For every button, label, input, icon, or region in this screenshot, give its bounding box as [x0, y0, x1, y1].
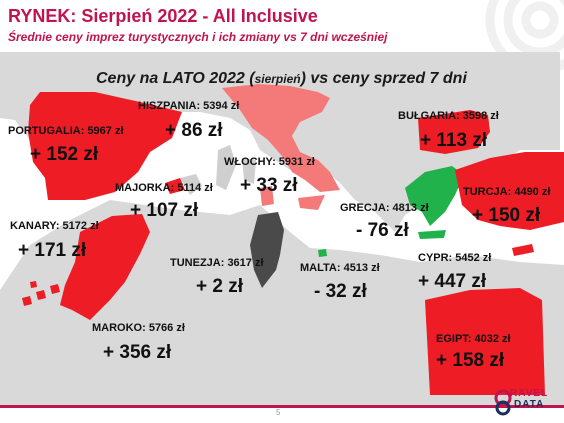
label-grecja: GRECJA: 4813 zł [340, 202, 429, 214]
change-portugalia: + 152 zł [30, 144, 99, 165]
label-wlochy: WŁOCHY: 5931 zł [224, 156, 315, 168]
region-bulgaria [418, 110, 490, 154]
region-malta [318, 249, 327, 257]
change-grecja: - 76 zł [356, 220, 409, 241]
land-islands [180, 145, 256, 195]
change-kanary: + 171 zł [18, 240, 87, 261]
change-wlochy: + 33 zł [240, 175, 298, 196]
region-tunisia [250, 212, 284, 288]
change-cypr: + 447 zł [418, 271, 487, 292]
region-sicily [298, 195, 325, 210]
headline-end: ) vs ceny sprzed 7 dni [300, 70, 467, 87]
change-turcja: + 150 zł [472, 205, 541, 226]
headline-paren: sierpień [254, 72, 301, 86]
change-tunezja: + 2 zł [196, 276, 243, 297]
change-bulgaria: + 113 zł [420, 130, 488, 151]
label-tunezja: TUNEZJA: 3617 zł [170, 257, 264, 269]
label-turcja: TURCJA: 4490 zł [463, 186, 551, 198]
change-majorka: + 107 zł [130, 200, 199, 221]
label-cypr: CYPR: 5452 zł [418, 252, 492, 264]
label-portugalia: PORTUGALIA: 5967 zł [8, 125, 124, 137]
logo-bottom-text: DATA [514, 399, 545, 410]
region-italy [222, 84, 340, 192]
change-egipt: + 158 zł [436, 350, 505, 371]
region-mallorca [165, 178, 185, 194]
region-greece [405, 166, 464, 226]
change-maroko: + 356 zł [103, 342, 172, 363]
label-malta: MALTA: 4513 zł [300, 262, 380, 274]
region-cyprus [512, 244, 534, 256]
label-majorka: MAJORKA: 5114 zł [115, 182, 213, 194]
label-maroko: MAROKO: 5766 zł [92, 322, 185, 334]
region-egypt [425, 288, 545, 395]
change-hiszpania: + 86 zł [165, 120, 223, 141]
region-crete [418, 230, 446, 239]
page-subtitle: Średnie ceny imprez turystycznych i ich … [8, 30, 388, 44]
map-headline: Ceny na LATO 2022 (sierpień) vs ceny spr… [96, 70, 467, 88]
page-number: 5 [276, 408, 281, 417]
logo-top-text: RAVEL [510, 388, 549, 399]
change-malta: - 32 zł [314, 281, 367, 302]
page-title: RYNEK: Sierpień 2022 - All Inclusive [8, 6, 318, 26]
region-portugal-spain [28, 92, 182, 200]
headline-main: Ceny na LATO 2022 ( [96, 70, 255, 87]
label-kanary: KANARY: 5172 zł [10, 220, 99, 232]
label-egipt: EGIPT: 4032 zł [436, 333, 511, 345]
footer-divider [0, 405, 564, 408]
region-canary-islands [22, 281, 60, 306]
region-sardinia [260, 186, 274, 206]
label-bulgaria: BUŁGARIA: 3598 zł [398, 110, 499, 122]
label-hiszpania: HISZPANIA: 5394 zł [138, 100, 240, 112]
region-turkey [455, 152, 564, 230]
travel-data-logo: RAVEL DATA [492, 388, 560, 418]
region-morocco [60, 214, 150, 320]
logo-mark-icon [494, 389, 512, 416]
